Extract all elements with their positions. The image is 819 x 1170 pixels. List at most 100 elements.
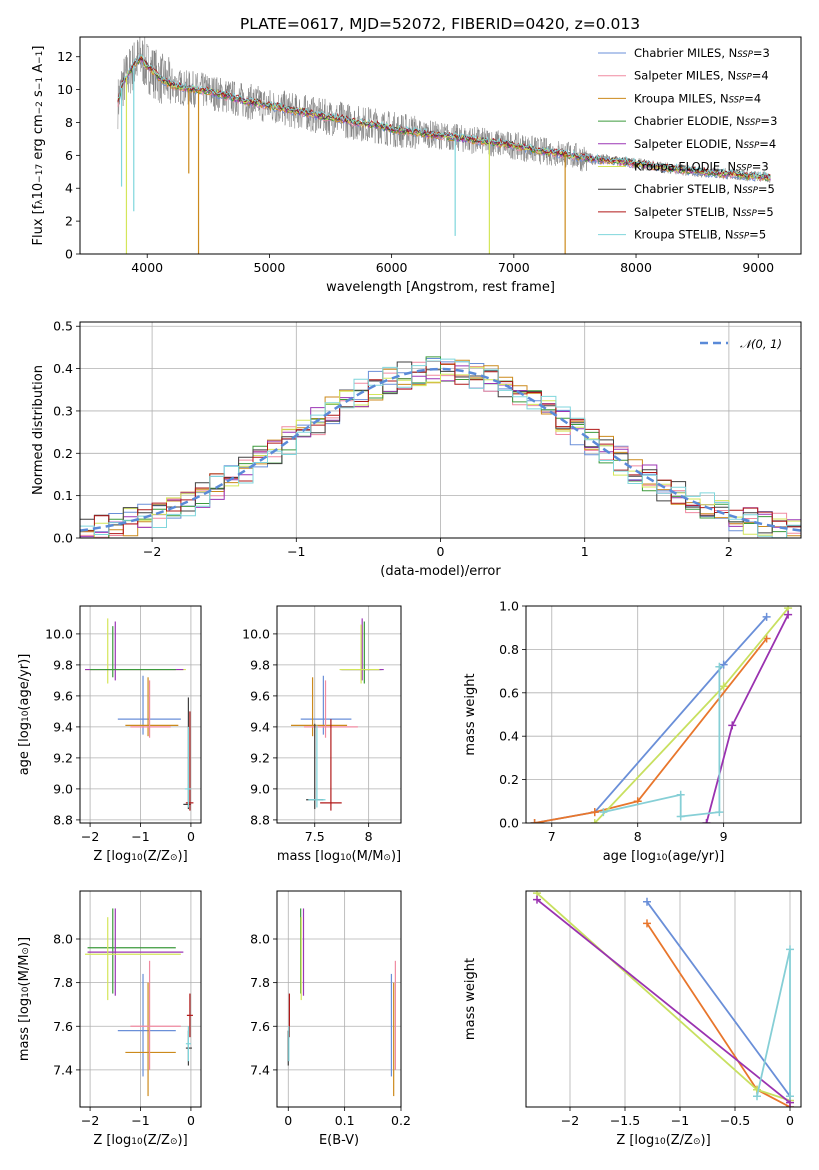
- y-tick-label: 0.4: [499, 729, 519, 744]
- mass-weight-marker: [530, 819, 539, 823]
- y-tick-label: 8.8: [53, 812, 73, 827]
- y-tick-label: 0.8: [499, 642, 519, 657]
- axes-frame: [525, 605, 802, 824]
- plot-area: [85, 908, 193, 1097]
- mass-weight-marker: [753, 1092, 761, 1101]
- legend-eq: =: [744, 91, 754, 105]
- legend-entry: Kroupa STELIB, NSSP=5: [634, 228, 766, 242]
- y-tick-label: 6: [65, 148, 73, 163]
- legend-sub: SSP: [736, 73, 752, 83]
- legend-entry: Chabrier STELIB, NSSP=5: [634, 182, 775, 196]
- label-part: mass [log: [277, 849, 340, 864]
- mass-weight-marker: [702, 819, 711, 823]
- x-axis-label: wavelength [Angstrom, rest frame]: [326, 280, 555, 295]
- plot-area: [291, 618, 384, 811]
- y-axis-label: mass weight: [463, 958, 478, 1040]
- legend-sep: , N: [725, 205, 741, 219]
- label-part: s: [31, 90, 46, 101]
- legend-sub: SSP: [741, 209, 757, 219]
- x-axis-label: Z [log10(Z/Z⊙)]: [93, 1133, 187, 1148]
- legend-entry: 𝒩(0, 1): [740, 337, 782, 351]
- x-tick-label: 0: [284, 1113, 292, 1128]
- mass-weight-line: [536, 898, 791, 1104]
- axes-frame: [79, 605, 202, 824]
- mass-weight-marker: [590, 808, 599, 817]
- x-tick-label: −2: [81, 1113, 99, 1128]
- axes-frame: [276, 605, 402, 824]
- panel-massweight-vs-Z: −2 −1.5 −1 −0.5 0 Z [log10(Z/Z⊙)] mass weight: [463, 890, 802, 1148]
- label-part: Z [log: [93, 849, 131, 864]
- mass-weight-line: [594, 607, 789, 823]
- plot-area: [533, 891, 794, 1107]
- y-tick-label: 0.0: [53, 531, 73, 546]
- label-part: ⊙: [693, 1137, 701, 1147]
- label-part: A: [31, 64, 46, 77]
- legend-nssp: 5: [759, 228, 766, 242]
- legend-eq: =: [757, 205, 767, 219]
- plot-area: [117, 37, 771, 254]
- x-tick-label: 8000: [620, 260, 652, 275]
- panels: 4000 5000 6000 7000 8000 9000024681012wavelen…: [17, 36, 802, 1148]
- legend-nssp: 5: [768, 182, 775, 196]
- x-tick-label: 5000: [254, 260, 286, 275]
- x-tick-label: 0: [187, 829, 195, 844]
- mass-weight-marker: [533, 895, 541, 904]
- y-tick-label: 9.4: [250, 719, 270, 734]
- legend-name: Kroupa ELODIE: [634, 160, 720, 174]
- x-tick-label: 7: [548, 829, 556, 844]
- x-tick-label: −2: [81, 829, 99, 844]
- x-axis-label: Z [log10(Z/Z⊙)]: [616, 1133, 710, 1148]
- y-tick-label: 7.6: [250, 1019, 270, 1034]
- label-part: )]: [701, 1133, 711, 1148]
- x-tick-label: 9000: [742, 260, 774, 275]
- x-tick-label: −1: [287, 544, 305, 559]
- legend-entry: Kroupa ELODIE, NSSP=3: [634, 160, 769, 174]
- label-part: mass [log: [17, 998, 32, 1061]
- x-tick-label: −2: [561, 1113, 579, 1128]
- legend-sep: , N: [726, 182, 742, 196]
- legend-entry: Chabrier ELODIE, NSSP=3: [634, 114, 777, 128]
- label-part: 10: [131, 853, 143, 863]
- mass-weight-marker: [590, 819, 599, 823]
- label-part: erg cm: [31, 114, 46, 163]
- y-tick-label: 0.5: [53, 319, 73, 334]
- label-part: (age/yr)]: [17, 654, 32, 711]
- x-tick-label: −2: [143, 544, 161, 559]
- label-part: )]: [178, 849, 188, 864]
- legend-sub: SSP: [729, 95, 745, 105]
- legend-sep: , N: [713, 91, 729, 105]
- x-axis-label: E(B-V): [319, 1133, 359, 1148]
- legend-sub: SSP: [737, 50, 753, 60]
- label-part: age [log: [603, 849, 656, 864]
- x-tick-label: −1: [671, 1113, 689, 1128]
- x-tick-label: −1: [131, 829, 149, 844]
- mass-weight-marker: [784, 610, 793, 619]
- legend-sep: , N: [728, 137, 744, 151]
- legend-sep: , N: [721, 46, 737, 60]
- legend-entry: Salpeter MILES, NSSP=4: [634, 69, 769, 83]
- x-axis-label: Z [log10(Z/Z⊙)]: [93, 849, 187, 864]
- y-tick-label: 7.6: [53, 1019, 73, 1034]
- legend-name: Salpeter STELIB: [634, 205, 725, 219]
- mass-weight-marker: [762, 612, 771, 621]
- label-part: (age/yr)]: [667, 849, 724, 864]
- label-part: (Z/Z: [143, 849, 170, 864]
- y-tick-label: 0.2: [499, 772, 519, 787]
- x-tick-label: 7000: [498, 260, 530, 275]
- mass-weight-marker: [715, 662, 724, 671]
- y-tick-label: 9.0: [53, 781, 73, 796]
- x-tick-label: 7.5: [305, 829, 325, 844]
- label-part: (M/M: [352, 849, 384, 864]
- mass-weight-line: [646, 922, 791, 1107]
- y-tick-label: 10: [57, 82, 73, 97]
- legend-sep: , N: [720, 69, 736, 83]
- y-axis-label: age [log10(age/yr)]: [17, 654, 32, 776]
- x-tick-label: 8: [634, 829, 642, 844]
- mass-weight-marker: [719, 682, 728, 691]
- y-tick-label: 7.4: [250, 1062, 270, 1077]
- mass-weight-marker: [728, 721, 737, 730]
- label-part: (M/M: [17, 955, 32, 987]
- legend-eq: =: [752, 69, 762, 83]
- y-tick-label: 0.0: [499, 816, 519, 831]
